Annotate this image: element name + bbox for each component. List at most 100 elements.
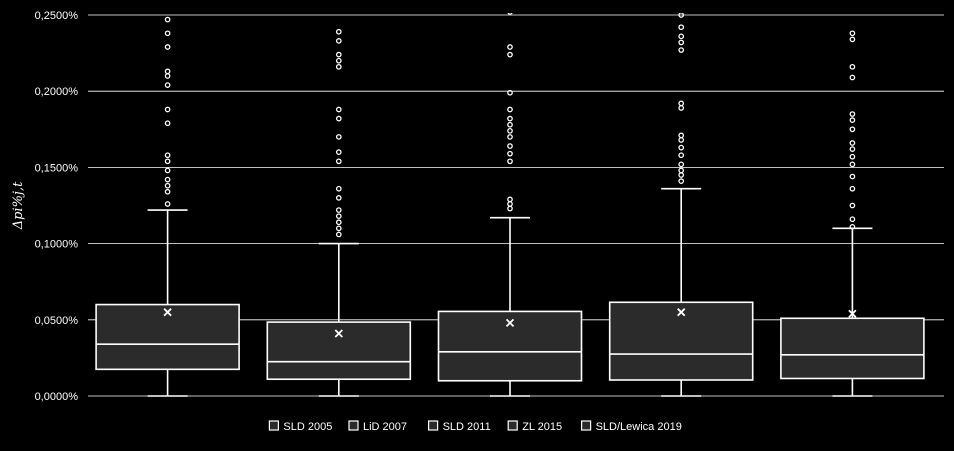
outlier-point [164,188,171,195]
outlier-point [164,182,171,189]
outlier-point [678,100,685,107]
box-group [780,30,925,397]
box-group [437,13,583,397]
mean-marker [334,329,343,338]
outlier-point [507,13,513,15]
outlier-point [335,231,342,238]
outlier-point [335,57,342,64]
legend-label: LiD 2007 [363,421,407,433]
outlier-point [164,106,171,113]
outlier-point [164,44,171,50]
outlier-point [164,167,171,174]
outlier-point [849,185,856,192]
outlier-point [849,153,856,160]
box-group [95,16,240,397]
outlier-point [335,219,342,226]
outlier-point [507,150,513,157]
legend-swatch [428,420,439,431]
outlier-point [335,51,342,58]
outlier-point [678,13,685,18]
outlier-point [678,167,685,174]
outlier-point [678,132,685,139]
outlier-point [164,158,171,165]
outlier-point [507,143,513,149]
outlier-point [335,225,342,232]
outlier-point [678,161,685,168]
y-tick-label: 0,1000% [35,239,79,251]
outlier-point [678,24,685,31]
y-tick-label: 0,0500% [35,315,79,327]
outlier-point [507,127,513,134]
iqr-box [266,321,412,381]
outlier-point [678,144,685,151]
outlier-point [164,73,171,79]
outlier-point [335,63,342,70]
outlier-point [335,38,342,44]
outlier-point [849,216,856,223]
y-tick-label: 0,1500% [35,162,79,174]
outlier-point [335,185,342,192]
box-group [266,28,412,397]
outlier-point [849,74,856,81]
outlier-point [849,30,856,37]
outlier-point [507,158,513,165]
outlier-point [678,172,685,178]
outlier-point [507,201,513,207]
outlier-point [507,106,513,113]
iqr-box [780,317,925,380]
outlier-point [678,152,685,159]
outlier-point [335,115,342,122]
outlier-point [849,202,856,209]
iqr-box [608,301,754,381]
outlier-point [335,106,342,113]
outlier-point [849,126,856,133]
outlier-point [507,44,513,50]
iqr-box [95,303,240,371]
outlier-point [164,16,171,23]
outlier-point [164,30,171,37]
legend-label: ZL 2015 [522,421,562,433]
box-group [608,13,754,397]
outlier-point [507,196,513,203]
legend-swatch [580,420,592,431]
mean-marker [163,308,172,317]
outlier-point [335,28,342,35]
outlier-point [678,178,685,184]
mean-marker [848,309,857,318]
mean-marker [677,308,686,317]
outlier-point [678,105,685,111]
outlier-point [678,137,685,143]
outlier-point [164,68,171,75]
y-tick-label: 0,0000% [35,391,79,403]
outlier-point [507,205,513,212]
outlier-point [849,111,856,117]
outlier-point [164,176,171,183]
outlier-point [507,115,513,122]
legend-swatch [268,420,279,431]
outlier-point [678,39,685,46]
outlier-point [849,140,856,146]
outlier-point [164,120,171,127]
outlier-point [678,33,685,40]
outlier-point [507,51,513,58]
outlier-point [849,36,856,43]
outlier-point [335,207,342,213]
y-axis-label: Δpi%j,t [11,181,26,230]
outlier-point [849,146,856,152]
mean-marker [505,318,515,327]
outlier-point [849,63,856,70]
outlier-point [335,149,342,156]
outlier-point [678,47,685,53]
outlier-point [849,223,856,230]
outlier-point [507,121,513,128]
outlier-point [164,201,171,207]
outlier-point [849,161,856,168]
outlier-point [849,117,856,124]
legend-label: SLD/Lewica 2019 [596,421,682,433]
outlier-point [849,173,856,180]
outlier-point [335,213,342,220]
y-tick-label: 0,2000% [35,86,79,98]
outlier-point [164,82,171,88]
